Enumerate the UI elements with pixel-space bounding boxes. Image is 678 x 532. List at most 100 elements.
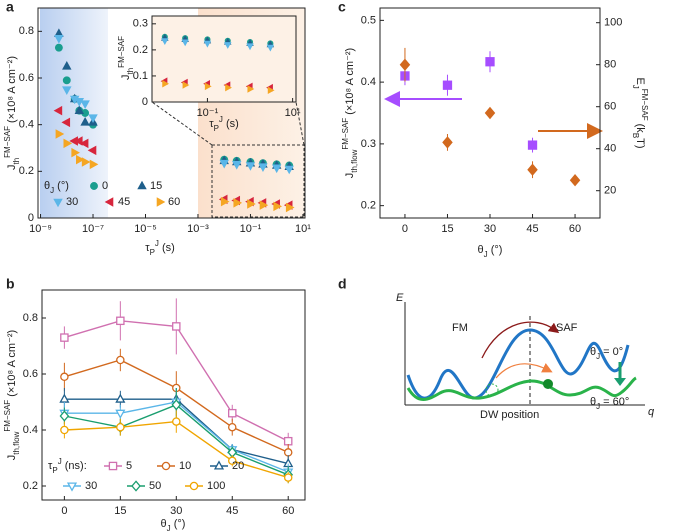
marker: [116, 355, 125, 365]
marker: [116, 316, 125, 326]
marker: [245, 162, 256, 171]
legend-label: 100: [207, 480, 225, 492]
marker: [115, 409, 126, 419]
label-part: θ: [44, 180, 50, 192]
y2-axis-title: EJFM−SAF (kBT): [631, 77, 649, 148]
marker: [273, 201, 282, 212]
curve-label: θJ = 0°: [590, 346, 623, 361]
transition-arrow: [495, 363, 553, 379]
y-tick-label: 0.8: [23, 312, 38, 324]
plot-frame: [41, 289, 306, 501]
marker: [80, 100, 90, 109]
curve-label: θJ = 60°: [590, 396, 629, 411]
label-part: th,flow: [12, 431, 21, 454]
marker: [60, 372, 69, 382]
marker: [285, 202, 295, 213]
marker: [247, 199, 256, 209]
label-part: τ: [209, 118, 214, 130]
y-tick-label: 0.3: [133, 18, 148, 30]
marker: [73, 136, 83, 146]
diagram-x-title: DW position: [480, 409, 539, 421]
marker: [484, 106, 496, 120]
energy-diagram: E q DW position FM SAF: [396, 292, 655, 421]
marker: [172, 322, 181, 331]
region-label: SAF: [556, 322, 578, 334]
marker: [527, 163, 538, 176]
transition-arrow: [481, 321, 560, 359]
marker: [527, 140, 538, 150]
x-tick-label: 10⁻⁵: [134, 223, 157, 235]
marker: [161, 461, 171, 471]
x-tick-label: 60: [282, 505, 294, 517]
legend-label: 45: [118, 196, 130, 208]
plot-frame: [37, 7, 306, 219]
label-part: J: [631, 85, 640, 89]
marker: [569, 173, 581, 187]
marker: [89, 159, 99, 170]
marker: [53, 105, 63, 116]
legend-label: 10: [179, 460, 191, 472]
marker: [76, 154, 85, 165]
x-tick-label: 15: [114, 505, 126, 517]
panel-label: a: [6, 0, 14, 15]
legend-label: 20: [232, 460, 244, 472]
label-part: B: [631, 133, 640, 138]
inset-bg: [152, 16, 296, 102]
label-part: J: [6, 455, 18, 461]
marker: [220, 196, 230, 207]
marker: [224, 42, 232, 49]
marker: [80, 117, 90, 126]
marker: [137, 180, 147, 190]
label-part: τ: [145, 242, 150, 254]
marker: [485, 57, 495, 67]
label-part: J: [155, 239, 159, 248]
label-part: (k: [634, 121, 646, 134]
y-tick-label: 0.6: [23, 368, 38, 380]
dw-ball: [543, 379, 553, 389]
label-part: J: [167, 524, 171, 532]
x-tick-label: 45: [526, 223, 538, 235]
curve-label-text: θJ = 60°: [590, 396, 629, 411]
marker: [54, 43, 63, 52]
marker: [181, 39, 189, 47]
short-pulse-region: [40, 8, 108, 218]
marker: [60, 333, 69, 342]
label-part: θ: [478, 244, 484, 256]
curve-label-text: θJ = 0°: [590, 346, 623, 361]
label-part: FM−SAF: [117, 36, 126, 68]
y-tick-label: 0.4: [19, 119, 34, 131]
label-part: = 60°: [600, 396, 629, 408]
label-part: FM−SAF: [341, 118, 350, 150]
x-tick-label: 10⁻¹: [240, 223, 262, 235]
marker: [60, 425, 69, 435]
y-tick-label: 0.4: [361, 76, 376, 88]
inset-x-title: τPJ (s): [209, 115, 239, 133]
zoom-line: [151, 101, 213, 146]
energy-curve: [406, 328, 630, 400]
legend-label: 15: [150, 180, 162, 192]
marker: [213, 460, 225, 470]
label-part: th,flow: [350, 149, 359, 172]
y2-tick-label: 20: [604, 185, 616, 197]
x-tick-label: 60: [569, 223, 581, 235]
marker: [74, 105, 85, 114]
y-tick-label: 0.1: [133, 70, 148, 82]
label-part: θ: [161, 518, 167, 530]
x-tick-label: 10⁻³: [187, 223, 209, 235]
marker: [156, 197, 166, 207]
marker: [246, 43, 254, 51]
y-tick-label: 0.4: [23, 424, 38, 436]
x-axis-title: θJ (°): [478, 244, 503, 259]
marker: [162, 80, 170, 88]
label-part: J: [344, 173, 356, 179]
y2-tick-label: 100: [604, 17, 622, 29]
marker: [442, 80, 453, 90]
marker: [182, 81, 190, 89]
marker: [74, 98, 85, 107]
label-part: J: [219, 115, 223, 124]
label-part: (×10⁸ A cm⁻²): [344, 48, 356, 118]
marker: [59, 410, 70, 422]
label-part: (s): [223, 118, 239, 130]
marker: [54, 35, 64, 44]
y2-tick-label: 80: [604, 59, 616, 71]
